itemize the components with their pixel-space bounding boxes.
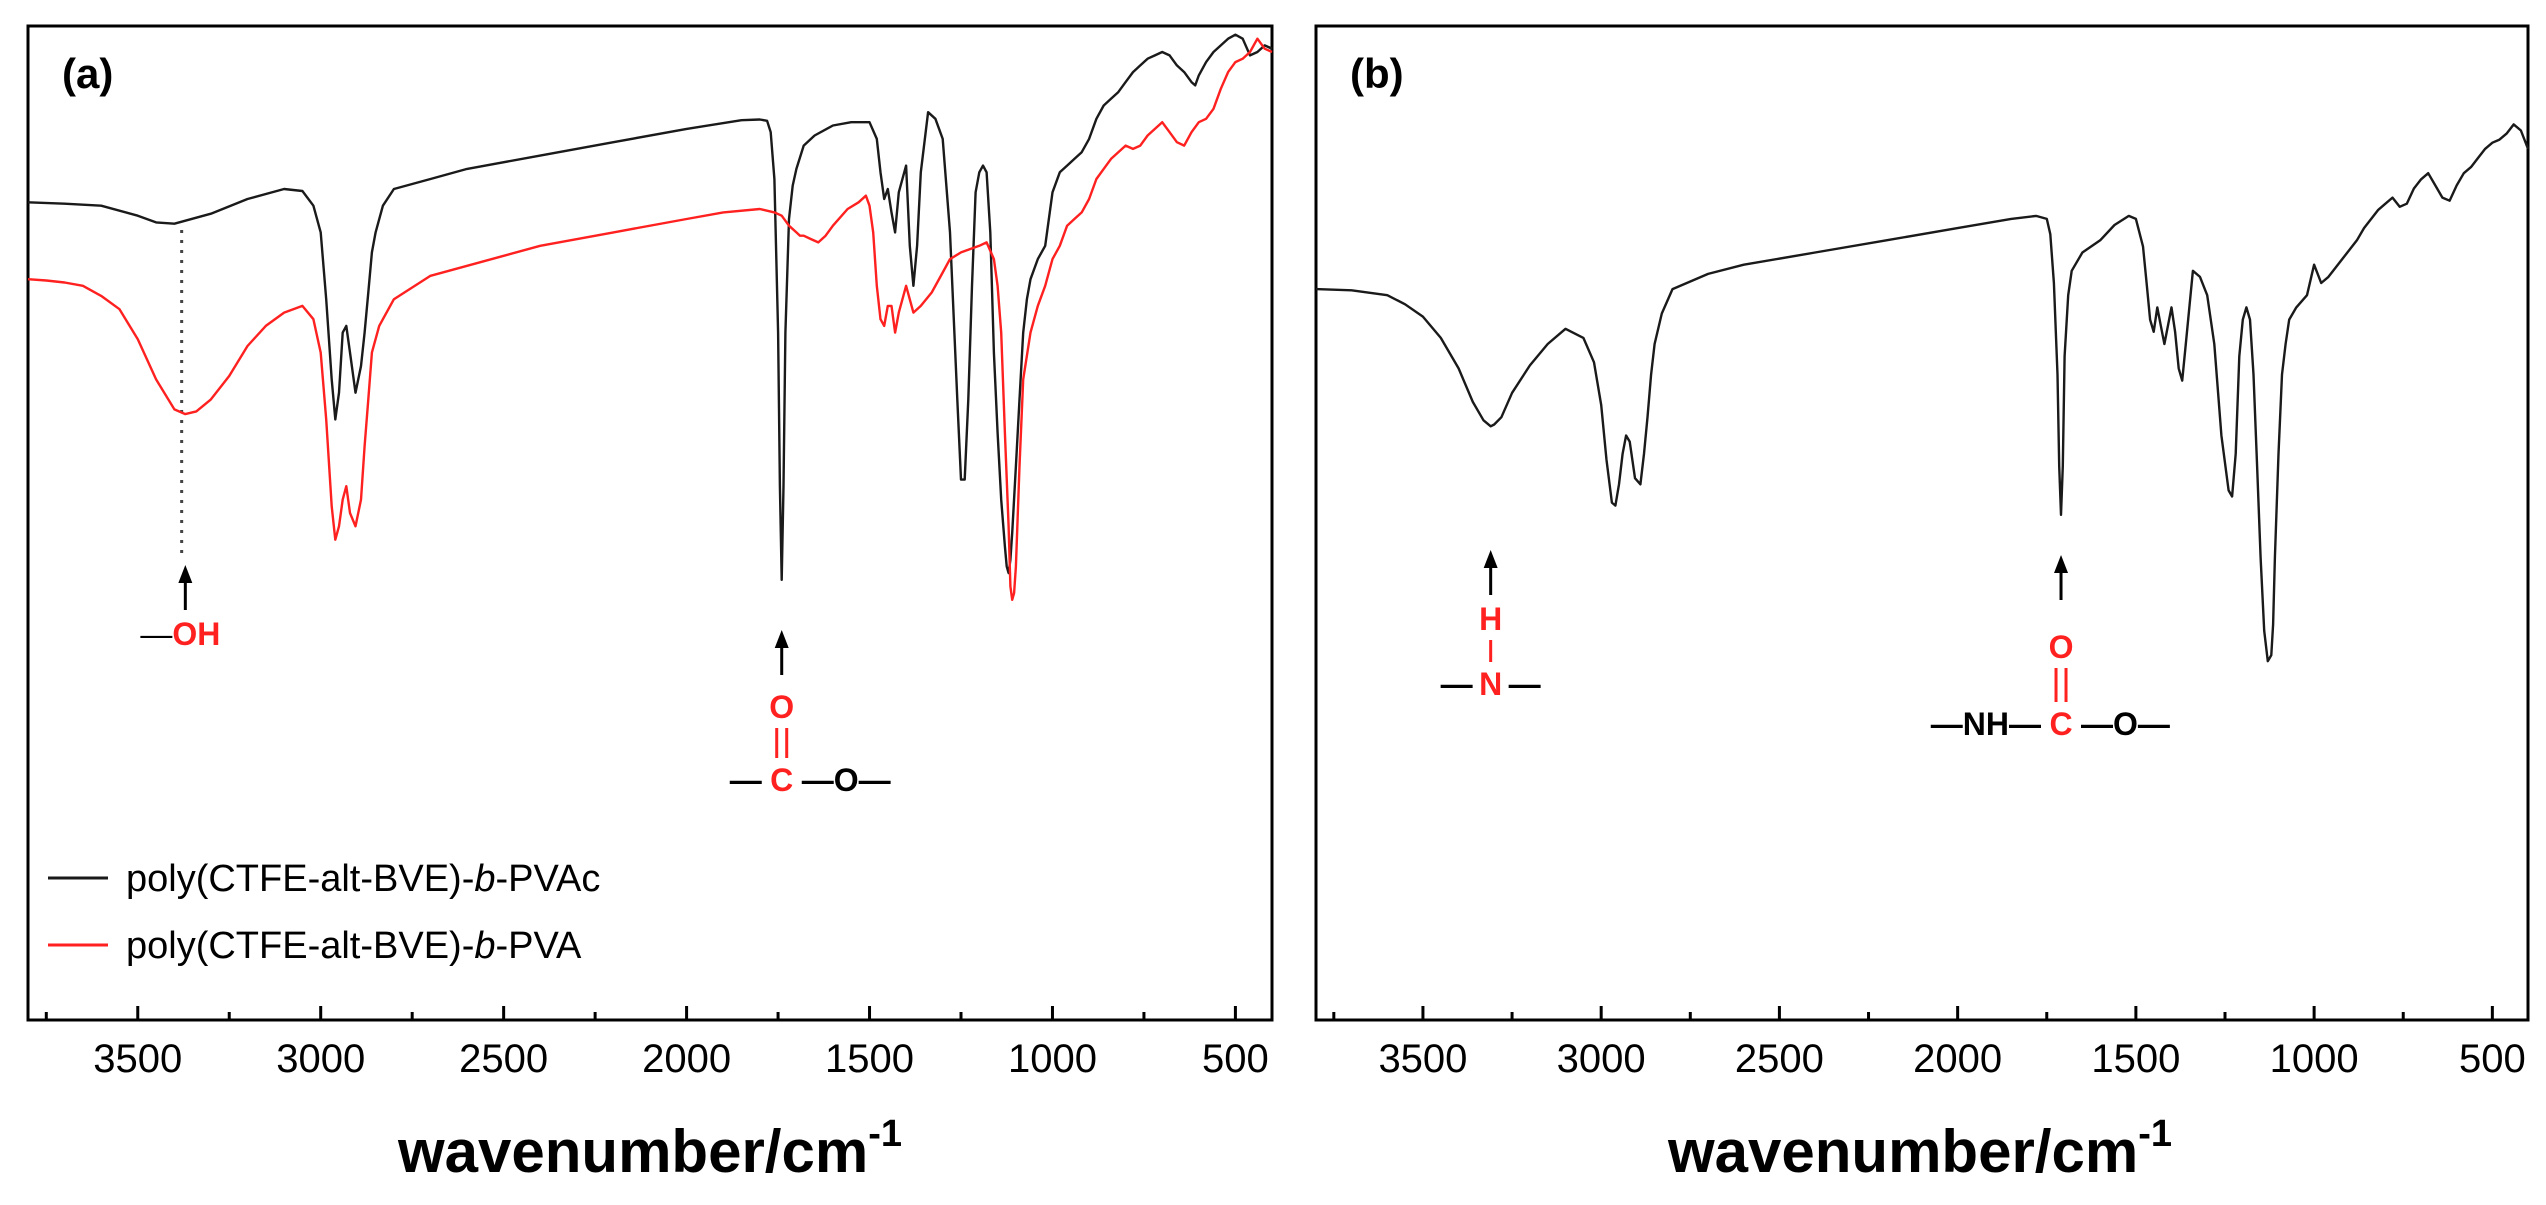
urethane-carbonyl-oxygen: O: [2049, 629, 2074, 665]
panel-a-frame: [26, 24, 1274, 1022]
ester-right-group: —O—: [802, 762, 891, 798]
x-tick-label-3500: 3500: [93, 1037, 182, 1081]
panel-a-label: (a): [62, 50, 113, 97]
hydroxyl-annotation: —OH: [140, 565, 220, 652]
series-line-black: [27, 33, 1273, 581]
x-tick-label-500: 500: [1202, 1037, 1269, 1081]
hydroxyl-label: —OH: [140, 616, 220, 652]
urethane-left-group: —NH—: [1931, 706, 2041, 742]
panel-b-label: (b): [1350, 50, 1404, 97]
panel-a-xlabel: wavenumber/cm-1: [397, 1113, 902, 1185]
urethane-carbonyl-annotation: O —NH— C —O—: [1931, 555, 2170, 742]
ester-carbonyl-oxygen: O: [769, 689, 794, 725]
panel-b-xlabel: wavenumber/cm-1: [1667, 1113, 2172, 1185]
urethane-arrow-head: [2054, 555, 2069, 573]
hydroxyl-arrow-head: [178, 565, 193, 583]
panel-b-x-axis: 3500 3000 2500 2000 1500 1000 500: [1332, 1006, 2526, 1081]
panel-a-series: [27, 33, 1273, 601]
ester-left-bond: —: [730, 762, 762, 798]
legend-label-pvac: poly(CTFE-alt-BVE)-b-PVAc: [126, 858, 600, 900]
panel-a-x-axis: 3500 3000 2500 2000 1500 1000 500: [44, 1006, 1269, 1081]
urethane-right-group: —O—: [2081, 706, 2170, 742]
x-tick-label-3000: 3000: [276, 1037, 365, 1081]
x-tick-label-2000: 2000: [1913, 1037, 2002, 1081]
x-tick-label-2000: 2000: [642, 1037, 731, 1081]
ester-carbon: C: [770, 762, 793, 798]
amine-right-bond: —: [1509, 666, 1541, 702]
panel-b-frame: [1314, 24, 2530, 1022]
panel-a: (a) 3500 3000 2500 2000 1500 1000 500 wavenumb…: [26, 24, 1274, 1185]
x-tick-label-1500: 1500: [825, 1037, 914, 1081]
x-tick-label-2500: 2500: [459, 1037, 548, 1081]
legend-label-pva: poly(CTFE-alt-BVE)-b-PVA: [126, 925, 582, 967]
amine-arrow-head: [1483, 550, 1498, 568]
x-tick-label-3000: 3000: [1557, 1037, 1646, 1081]
ester-arrow-head: [774, 630, 789, 648]
x-tick-label-3500: 3500: [1378, 1037, 1467, 1081]
panel-a-legend: poly(CTFE-alt-BVE)-b-PVAc poly(CTFE-alt-…: [48, 858, 600, 967]
amine-nitrogen: N: [1479, 666, 1502, 702]
x-tick-label-2500: 2500: [1735, 1037, 1824, 1081]
series-line-black: [1315, 123, 2530, 663]
ester-carbonyl-annotation: O — C —O—: [730, 630, 891, 798]
panel-b: (b) 3500 3000 2500 2000 1500 1000 500 wavenumb…: [1314, 24, 2530, 1185]
x-tick-label-500: 500: [2459, 1037, 2526, 1081]
amine-hydrogen: H: [1479, 601, 1502, 637]
amine-annotation: H — N —: [1441, 550, 1541, 702]
x-tick-label-1000: 1000: [1008, 1037, 1097, 1081]
x-tick-label-1500: 1500: [2091, 1037, 2180, 1081]
urethane-carbon: C: [2049, 706, 2072, 742]
series-line-red: [27, 37, 1273, 601]
panel-b-series: [1315, 123, 2530, 663]
x-tick-label-1000: 1000: [2270, 1037, 2359, 1081]
amine-left-bond: —: [1441, 666, 1473, 702]
